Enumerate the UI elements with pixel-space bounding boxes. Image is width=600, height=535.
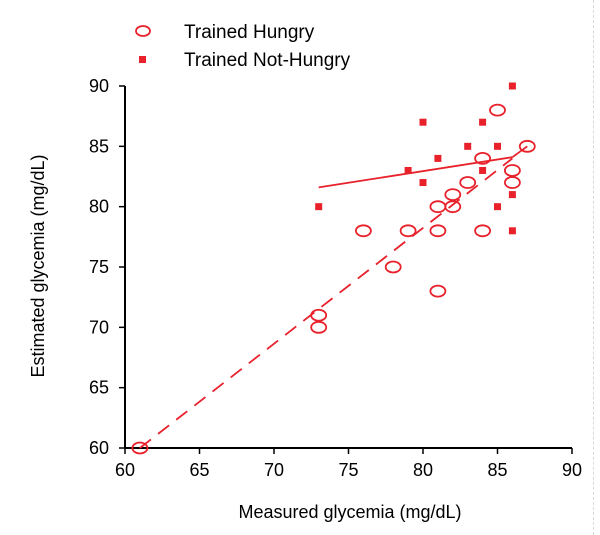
point-trained-not-hungry — [479, 118, 487, 126]
point-trained-hungry — [489, 103, 506, 117]
x-axis-label: Measured glycemia (mg/dL) — [238, 502, 461, 522]
y-tick-label: 75 — [89, 257, 109, 277]
trendlines — [139, 145, 528, 449]
y-tick-label: 70 — [89, 317, 109, 337]
legend-label-trained-not-hungry: Trained Not-Hungry — [184, 50, 351, 71]
point-trained-not-hungry — [479, 166, 487, 174]
y-tick-label: 65 — [89, 378, 109, 398]
y-tick-label: 60 — [89, 438, 109, 458]
point-trained-hungry — [518, 139, 536, 153]
x-tick-label: 85 — [487, 460, 507, 480]
legend-marker-trained-not-hungry — [139, 56, 146, 63]
trendline-trained-hungry — [139, 157, 513, 449]
point-trained-hungry — [131, 441, 149, 455]
point-trained-not-hungry — [315, 203, 323, 211]
point-trained-not-hungry — [508, 82, 516, 90]
x-tick-label: 75 — [338, 460, 358, 480]
point-trained-not-hungry — [419, 179, 427, 187]
point-trained-not-hungry — [419, 118, 427, 126]
point-trained-hungry — [444, 200, 462, 214]
point-trained-not-hungry — [494, 203, 501, 211]
x-tick-label: 60 — [115, 460, 135, 480]
point-trained-not-hungry — [464, 142, 472, 150]
point-trained-hungry — [310, 320, 328, 334]
trendline-trained-not-hungry — [318, 156, 513, 189]
point-trained-hungry — [444, 188, 462, 202]
point-trained-hungry — [354, 224, 372, 238]
x-tick-label: 80 — [413, 460, 433, 480]
legend: Trained Hungry Trained Not-Hungry — [135, 22, 351, 71]
x-tick-label: 90 — [562, 460, 582, 480]
point-trained-not-hungry — [508, 191, 516, 199]
legend-marker-trained-hungry — [135, 25, 151, 37]
point-trained-hungry — [399, 224, 417, 238]
y-tick-label: 80 — [89, 197, 109, 217]
point-trained-hungry — [310, 308, 328, 322]
point-trained-hungry — [474, 151, 492, 165]
data-points — [131, 82, 536, 455]
point-trained-hungry — [429, 284, 447, 298]
point-trained-hungry — [474, 224, 492, 238]
y-tick-label: 90 — [89, 76, 109, 96]
point-trained-hungry — [459, 176, 477, 189]
y-axis-label: Estimated glycemia (mg/dL) — [28, 154, 48, 377]
x-tick-label: 70 — [264, 460, 284, 480]
point-trained-hungry — [384, 260, 402, 274]
trendline-end-connector — [511, 145, 528, 158]
point-trained-not-hungry — [404, 166, 412, 174]
point-trained-hungry — [429, 200, 447, 214]
page-edge-guide — [593, 0, 594, 535]
point-trained-not-hungry — [494, 142, 501, 150]
y-tick-label: 85 — [89, 136, 109, 156]
axes: 60 65 70 75 80 85 90 60 65 70 75 80 85 90 — [89, 76, 582, 480]
point-trained-hungry — [504, 164, 521, 177]
point-trained-not-hungry — [508, 227, 516, 235]
legend-label-trained-hungry: Trained Hungry — [184, 22, 315, 43]
point-trained-hungry — [429, 224, 447, 238]
x-tick-label: 65 — [189, 460, 209, 480]
point-trained-hungry — [504, 176, 521, 189]
point-trained-not-hungry — [434, 154, 442, 162]
